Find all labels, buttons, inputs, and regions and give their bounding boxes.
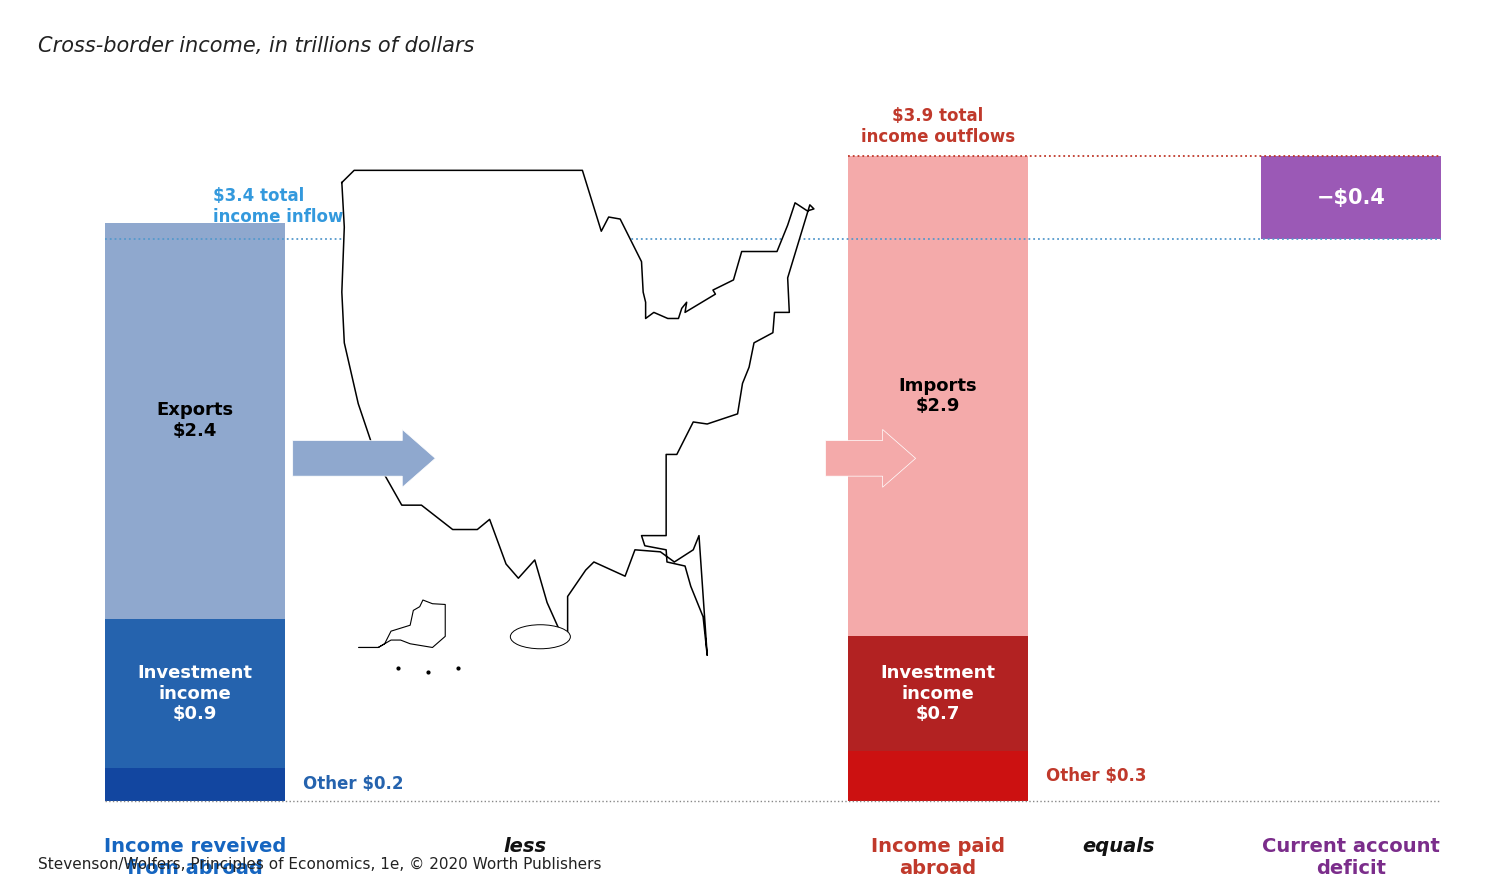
Bar <box>848 157 1028 635</box>
Bar <box>105 222 285 619</box>
Text: $3.9 total
income outflows: $3.9 total income outflows <box>862 107 1015 146</box>
Bar <box>105 619 285 768</box>
Bar <box>105 768 285 801</box>
Text: Investment
income
$0.7: Investment income $0.7 <box>881 664 995 724</box>
Text: less: less <box>504 837 546 855</box>
Bar <box>848 751 1028 801</box>
FancyArrow shape <box>826 429 916 487</box>
Text: −$0.4: −$0.4 <box>1316 188 1385 207</box>
Text: Exports
$2.4: Exports $2.4 <box>156 401 234 441</box>
FancyArrow shape <box>293 429 435 487</box>
Text: Current account
deficit: Current account deficit <box>1262 837 1439 878</box>
Text: Income paid
abroad: Income paid abroad <box>871 837 1006 878</box>
Bar <box>848 635 1028 751</box>
Ellipse shape <box>510 625 570 649</box>
Text: Other $0.3: Other $0.3 <box>1046 767 1147 785</box>
Text: Imports
$2.9: Imports $2.9 <box>899 376 977 416</box>
Text: Investment
income
$0.9: Investment income $0.9 <box>138 664 252 724</box>
Text: Cross-border income, in trillions of dollars: Cross-border income, in trillions of dol… <box>38 36 474 55</box>
Bar <box>1261 157 1441 239</box>
Text: equals: equals <box>1082 837 1154 855</box>
Text: Stevenson/Wolfers, Principles of Economics, 1e, © 2020 Worth Publishers: Stevenson/Wolfers, Principles of Economi… <box>38 857 600 872</box>
Text: Other $0.2: Other $0.2 <box>303 775 404 794</box>
Text: $3.4 total
income inflows: $3.4 total income inflows <box>213 187 353 226</box>
Polygon shape <box>359 600 446 648</box>
Text: Income reveived
from abroad: Income reveived from abroad <box>104 837 287 878</box>
Polygon shape <box>342 170 814 655</box>
